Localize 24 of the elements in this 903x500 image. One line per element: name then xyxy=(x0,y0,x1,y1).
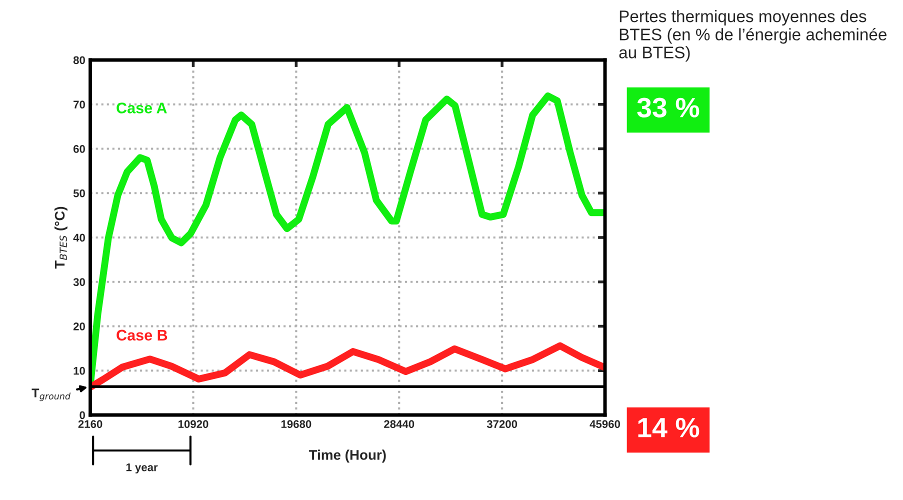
text: 1 year xyxy=(126,463,158,474)
x-tick-label: 10920 xyxy=(178,420,208,428)
y-tick-label: 80 xyxy=(73,56,85,64)
y-axis-title: T$_{BTES}$ (°C) xyxy=(54,206,68,269)
y-tick-label: 20 xyxy=(73,322,85,330)
y-tick-label: 10 xyxy=(74,366,85,375)
x-tick-label: 45960 xyxy=(590,420,620,428)
text: 14 % xyxy=(638,418,700,438)
y-tick-label: 0 xyxy=(80,411,85,420)
y-tick-label: 50 xyxy=(73,189,85,198)
x-tick-label: 37200 xyxy=(486,420,518,428)
text: Case A xyxy=(116,102,167,114)
y-tick-label: 70 xyxy=(74,100,85,109)
x-axis-title: Time (Hour) xyxy=(308,450,386,463)
x-tick-label: 19680 xyxy=(281,420,312,428)
y-tick-label: 40 xyxy=(73,234,85,242)
x-tick-label: 2160 xyxy=(78,420,102,428)
x-tick-label: 28440 xyxy=(384,420,414,428)
text: Pertes thermiques moyennes des BTES (en % de l’énergie acheminée au BTES) xyxy=(619,10,886,62)
y-tick-label: 30 xyxy=(73,278,85,286)
y-tick-label: 60 xyxy=(73,145,85,153)
series-label: Case B xyxy=(116,330,168,341)
text: 33 % xyxy=(637,98,700,118)
ref-line-label: T$_{ground}$ xyxy=(32,388,71,402)
